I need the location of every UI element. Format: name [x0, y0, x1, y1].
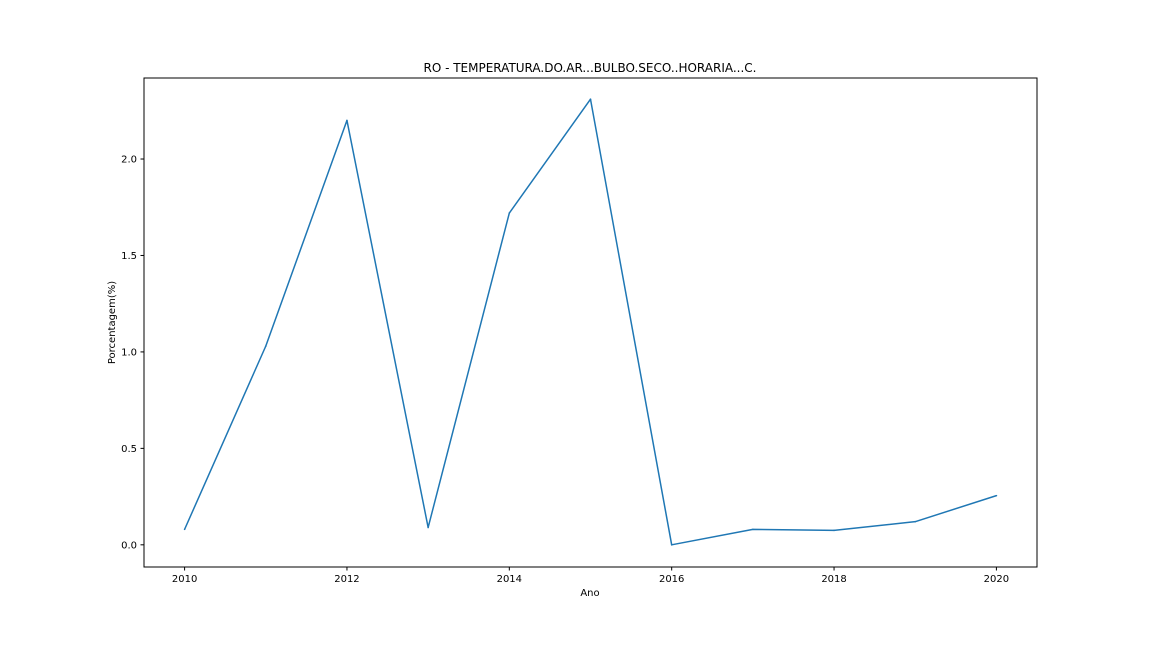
series-line [183, 98, 997, 546]
y-tick-label: 0.0 [121, 540, 137, 551]
data-point [264, 345, 267, 347]
chart-title: RO - TEMPERATURA.DO.AR...BULBO.SECO..HOR… [423, 61, 756, 75]
x-axis-ticks: 2010 2012 2014 2016 2018 2020 [172, 567, 1009, 585]
y-axis-ticks: 0.0 0.5 1.0 1.5 2.0 [121, 155, 144, 551]
x-tick-label: 2018 [821, 574, 846, 585]
data-point [670, 544, 673, 546]
data-point [833, 529, 835, 532]
y-tick-label: 1.0 [121, 347, 137, 358]
data-point [183, 528, 186, 531]
data-point [914, 520, 917, 523]
x-tick-label: 2014 [497, 574, 522, 585]
data-point [589, 98, 592, 101]
data-point [752, 528, 754, 531]
data-point [508, 212, 511, 214]
data-point [995, 494, 998, 497]
series-layer [183, 98, 998, 546]
y-axis-label: Porcentagem(%) [107, 281, 118, 364]
data-point [346, 119, 348, 122]
x-axis-label: Ano [580, 588, 599, 599]
y-tick-label: 2.0 [121, 155, 137, 166]
x-tick-label: 2016 [659, 574, 684, 585]
y-tick-label: 1.5 [121, 251, 137, 262]
data-point [427, 526, 429, 529]
y-tick-label: 0.5 [121, 444, 137, 455]
x-tick-label: 2020 [984, 574, 1009, 585]
x-tick-label: 2012 [334, 574, 359, 585]
x-tick-label: 2010 [172, 574, 197, 585]
plot-area-frame [143, 77, 1038, 568]
